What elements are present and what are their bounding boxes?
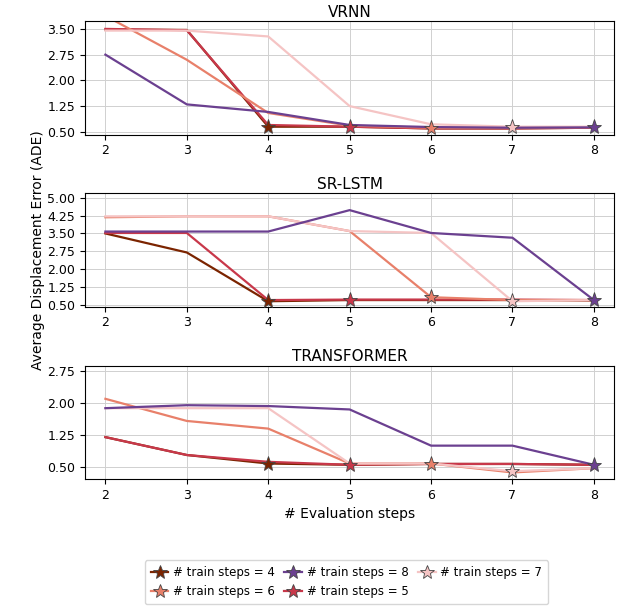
Title: TRANSFORMER: TRANSFORMER — [292, 350, 408, 364]
X-axis label: # Evaluation steps: # Evaluation steps — [284, 507, 415, 521]
Y-axis label: Average Displacement Error (ADE): Average Displacement Error (ADE) — [30, 130, 45, 370]
Title: VRNN: VRNN — [328, 5, 372, 20]
Legend: # train steps = 4, # train steps = 6, # train steps = 8, # train steps = 5, # tr: # train steps = 4, # train steps = 6, # … — [145, 561, 548, 604]
Title: SR-LSTM: SR-LSTM — [317, 178, 382, 192]
